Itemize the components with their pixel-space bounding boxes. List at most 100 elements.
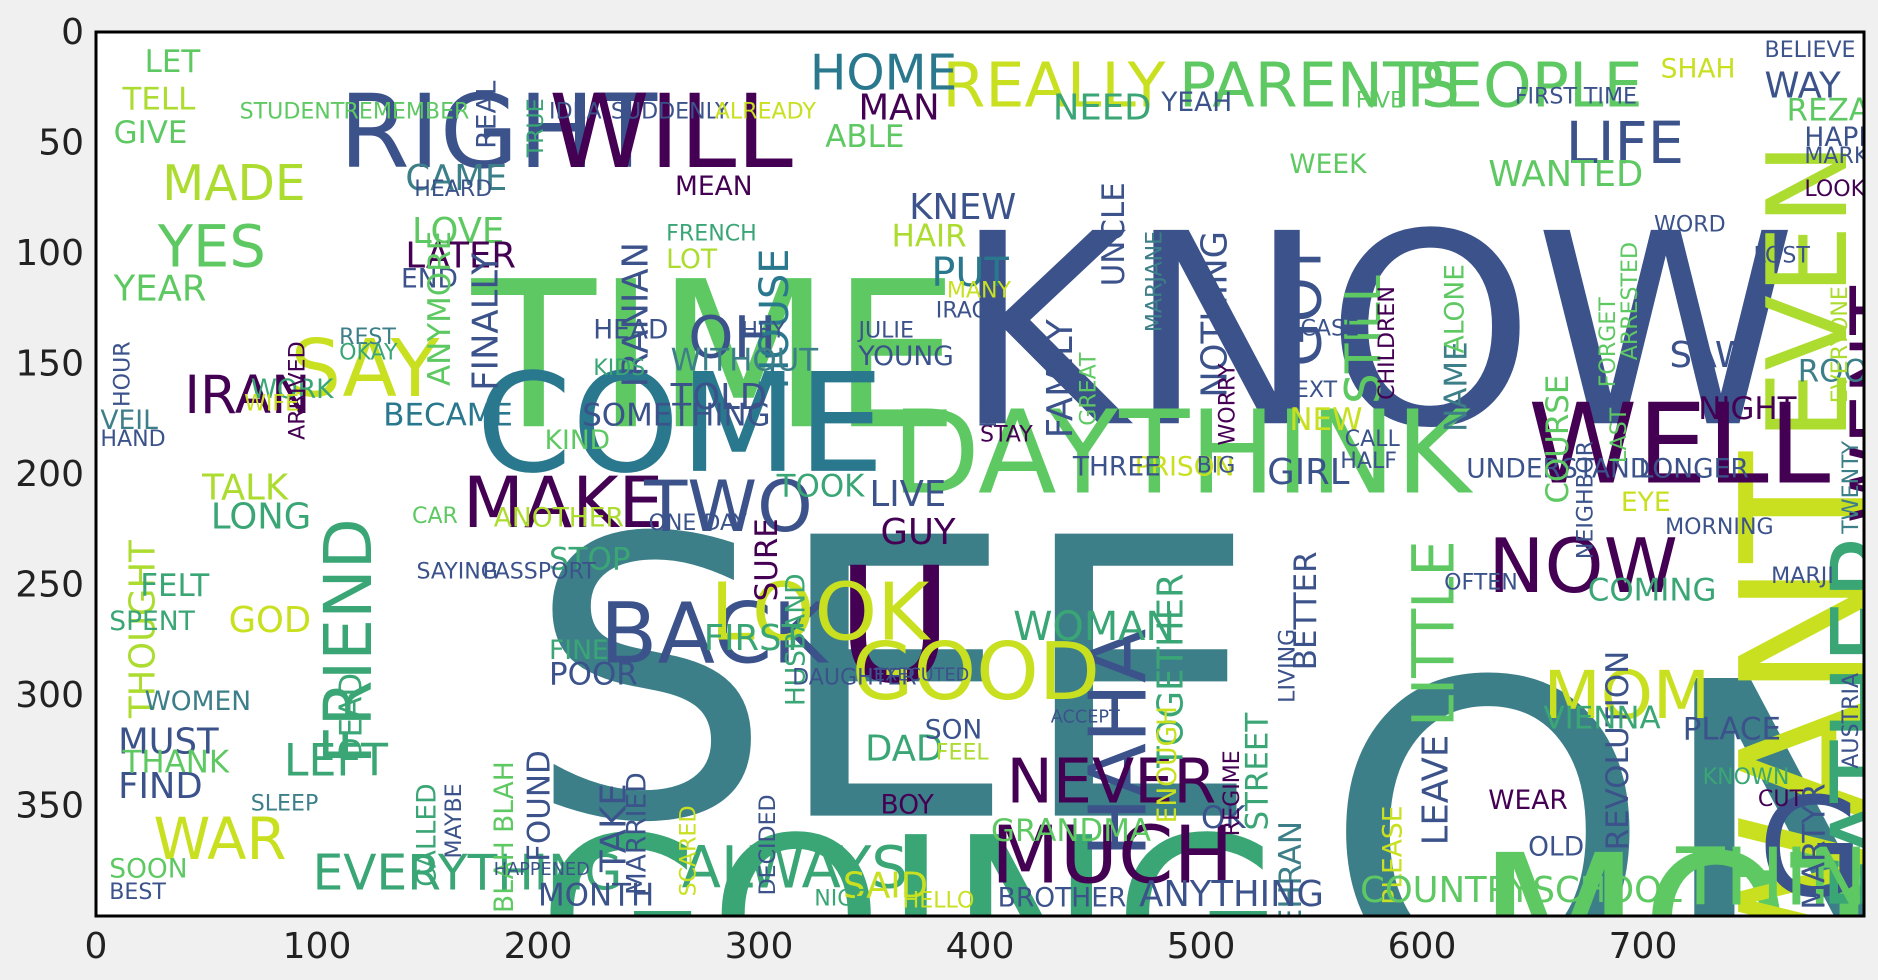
word-need: NEED	[1053, 87, 1151, 128]
word-ok: OK	[1201, 800, 1246, 836]
word-morning: MORNING	[1665, 514, 1774, 540]
word-shah: SHAH	[1661, 54, 1736, 85]
word-something: SOMETHING	[582, 398, 770, 434]
word-kids: KIDS	[593, 355, 645, 381]
word-still: STILL	[1336, 275, 1392, 404]
word-reza: REZA	[1787, 93, 1870, 129]
word-friend: FRIEND	[309, 518, 387, 764]
word-became: BECAME	[383, 398, 513, 434]
word-later: LATER	[405, 236, 516, 277]
word-revolution: REVOLUTION	[1600, 651, 1636, 851]
word-one: ONE	[1323, 595, 1878, 980]
word-best: BEST	[109, 879, 166, 905]
word-one-day: ONE DAY	[649, 510, 748, 536]
word-left: LEFT	[284, 736, 389, 787]
word-felt: FELT	[140, 568, 209, 604]
word-young: YOUNG	[857, 341, 953, 372]
word-true: TRUE	[523, 98, 549, 158]
plot-frame	[94, 30, 1866, 918]
word-half: HALF	[1340, 448, 1397, 474]
word-take: TAKE	[593, 783, 634, 873]
word-mother: MOTHER	[1477, 814, 1878, 980]
word-make: MAKE	[463, 461, 663, 544]
word-u: U	[836, 533, 952, 719]
word-yeah: YEAH	[1160, 87, 1232, 118]
word-work: WORK	[251, 374, 334, 405]
word-let: LET	[145, 44, 201, 80]
y-tick-label: 50	[38, 123, 84, 164]
word-thank: THANK	[122, 745, 230, 781]
word-room: ROOM	[1798, 353, 1878, 389]
x-tick-label: 700	[1609, 926, 1678, 967]
word-knew: KNEW	[909, 187, 1016, 228]
word-year: YEAR	[113, 269, 207, 310]
word-night: NIGHT	[1698, 391, 1796, 427]
word-happy: HAPPY	[1804, 122, 1878, 153]
word-street: STREET	[1240, 713, 1276, 831]
word-three: THREE	[1072, 452, 1161, 483]
word-stay: STAY	[980, 421, 1033, 447]
word-called: CALLED	[412, 783, 443, 886]
word-haha: HAHA	[1071, 629, 1164, 858]
word-week: WEEK	[1289, 149, 1367, 180]
word-eye: EYE	[1621, 487, 1671, 518]
word-really: REALLY	[942, 49, 1165, 121]
word-nice: NICE	[814, 885, 866, 911]
word-passport: PASSPORT	[483, 558, 597, 584]
word-great: GREAT	[1075, 352, 1101, 426]
word-maybe: MAYBE	[441, 783, 467, 858]
word-call: CALL	[1345, 426, 1401, 452]
word-wear: WEAR	[1488, 785, 1568, 816]
word-car: CAR	[412, 503, 458, 529]
word-took: TOOK	[776, 468, 865, 504]
word-thought: THOUGHT	[123, 540, 164, 719]
word-saw: SAW	[1670, 335, 1750, 376]
word-come: COME	[476, 345, 884, 504]
word-two: TWO	[643, 465, 813, 548]
word-next: NEXT	[1278, 377, 1337, 403]
word-saying: SAYING	[416, 558, 498, 584]
word-please: PLEASE	[1377, 806, 1408, 905]
word-back: BACK	[600, 584, 829, 682]
word-much: MUCH	[991, 808, 1233, 901]
word-well: WELL	[1528, 381, 1830, 510]
word-forget: FORGET	[1595, 297, 1621, 388]
word-daughter: DAUGHTER	[792, 664, 916, 690]
x-tick-label: 600	[1388, 926, 1457, 967]
word-french: FRENCH	[666, 220, 757, 246]
word-kind: KIND	[545, 425, 610, 456]
word-everyone: EVERYONE	[1827, 286, 1853, 403]
word-alone: ALONE	[1439, 264, 1470, 353]
word-parents: PARENTS	[1179, 49, 1460, 121]
word-many: MANY	[947, 278, 1012, 304]
word-oh: OH	[688, 304, 777, 371]
word-married: MARRIED	[622, 772, 653, 895]
word-lost: LOST	[1754, 242, 1811, 268]
word-always: ALWAYS	[682, 835, 908, 902]
word-hello: HELLO	[903, 888, 975, 914]
axis-ticks: 0 100 200 300 400 500 600 700 0 50 100 150 200 250 300…	[15, 12, 1677, 967]
word-poor: POOR	[549, 656, 638, 692]
word-soon: SOON	[109, 854, 187, 885]
word-little: LITTLE	[1400, 540, 1467, 727]
word-marjane: MARJANE	[1142, 231, 1168, 332]
word-prison: PRISON	[1135, 452, 1235, 483]
word-cut: CUT	[1758, 786, 1804, 812]
word-stop: STOP	[549, 541, 630, 577]
word-blah-blah: BLAH BLAH	[489, 761, 520, 913]
y-tick-label: 300	[15, 675, 84, 716]
word-five: FIVE	[1356, 88, 1404, 114]
word-spent: SPENT	[109, 606, 195, 637]
word-came: CAME	[405, 158, 507, 199]
word-vienna: VIENNA	[1544, 700, 1661, 736]
word-known: KNOWN	[1703, 764, 1790, 790]
word-living: LIVING	[1274, 629, 1300, 703]
word-man: MAN	[858, 87, 939, 128]
word-told: TOLD	[670, 377, 767, 418]
word-hard: HARD	[976, 364, 1002, 428]
word-mom: MOM	[1544, 656, 1711, 734]
word-case: CASE	[1300, 315, 1359, 341]
word-even: EVEN	[1744, 143, 1873, 441]
word-made: MADE	[162, 156, 305, 212]
word-twenty: TWENTY	[1838, 440, 1864, 534]
